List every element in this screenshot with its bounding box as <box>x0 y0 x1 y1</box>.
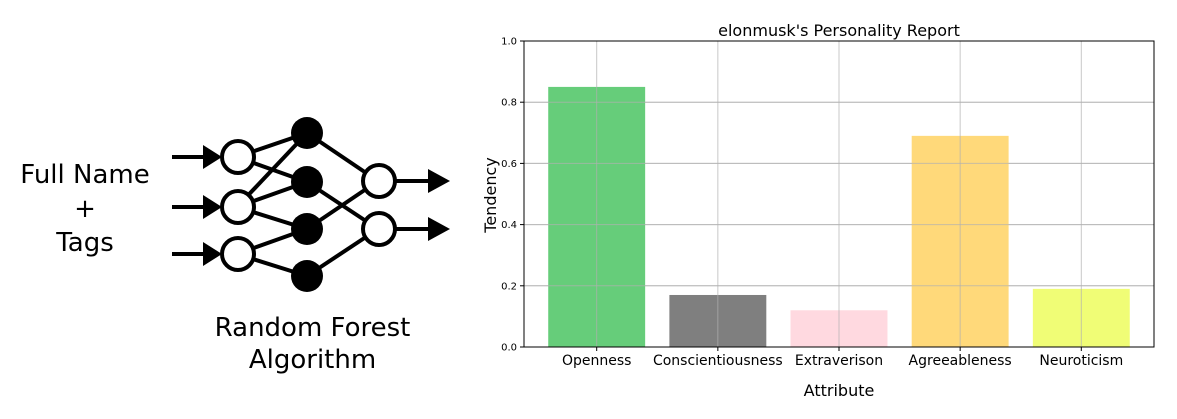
hidden-node <box>291 213 323 245</box>
x-tick-label: Conscientiousness <box>653 353 783 369</box>
hidden-nodes <box>291 117 323 292</box>
x-tick-label: Openness <box>562 353 631 369</box>
input-label-line: Full Name <box>20 160 150 190</box>
network-diagram <box>172 117 450 292</box>
input-node <box>220 139 256 175</box>
arrow-head-icon <box>428 217 450 241</box>
hidden-node <box>291 166 323 198</box>
y-tick-label: 0.0 <box>501 343 517 354</box>
x-tick-label: Neuroticism <box>1039 353 1123 369</box>
personality-chart: elonmusk's Personality Report Tendency A… <box>481 21 1155 400</box>
output-node <box>361 211 397 247</box>
algorithm-label-line: Random Forest <box>214 313 411 343</box>
x-tick-label: Agreeableness <box>909 353 1012 369</box>
plot-frame <box>523 40 1155 348</box>
y-tick-label: 0.6 <box>501 159 517 170</box>
input-node <box>220 189 256 225</box>
y-axis-label: Tendency <box>481 157 500 233</box>
x-axis-label: Attribute <box>804 381 875 400</box>
output-nodes <box>361 163 397 247</box>
hidden-node <box>291 117 323 149</box>
arrow-heads <box>203 145 450 266</box>
input-node <box>220 236 256 272</box>
input-label-line: Tags <box>56 228 114 258</box>
input-label: Full Name + Tags <box>10 158 160 260</box>
arrow-head-icon <box>203 145 222 169</box>
arrow-head-icon <box>203 195 222 219</box>
arrow-head-icon <box>203 242 222 266</box>
x-ticks: Openness Conscientiousness Extraverison Agr… <box>562 347 1123 369</box>
y-ticks: 0.0 0.2 0.4 0.6 0.8 1.0 <box>501 37 524 354</box>
y-tick-label: 0.2 <box>501 281 517 292</box>
x-tick-label: Extraverison <box>795 353 883 369</box>
output-node <box>361 163 397 199</box>
y-tick-label: 0.8 <box>501 98 517 109</box>
algorithm-label: Random Forest Algorithm <box>205 312 420 376</box>
input-label-line: + <box>74 194 96 224</box>
hidden-node <box>291 260 323 292</box>
y-tick-label: 0.4 <box>501 220 517 231</box>
arrow-head-icon <box>428 169 450 193</box>
y-tick-label: 1.0 <box>501 37 517 48</box>
chart-title: elonmusk's Personality Report <box>718 21 960 40</box>
input-nodes <box>220 139 256 272</box>
algorithm-label-line: Algorithm <box>248 345 377 375</box>
